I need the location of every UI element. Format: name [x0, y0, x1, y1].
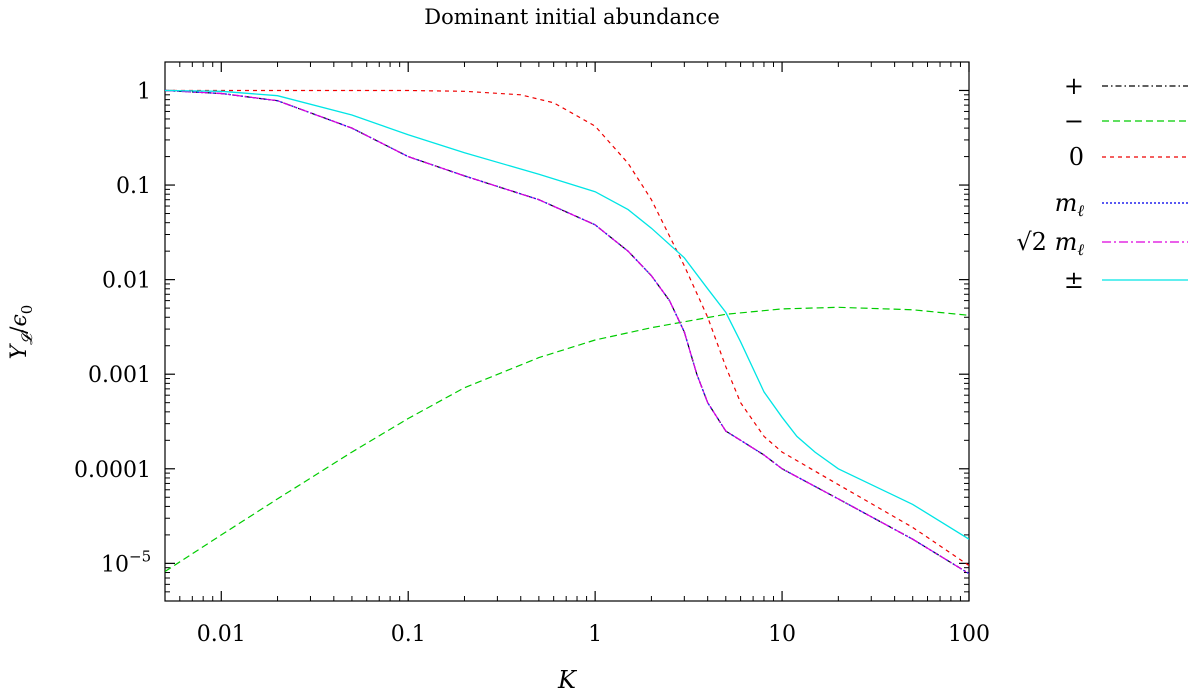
legend: + − 0 mℓ √2 mℓ ± [1016, 72, 1188, 294]
legend-label-zero: 0 [1069, 143, 1084, 171]
series-line-m-ell [165, 89, 969, 575]
y-tick-label: 0.01 [102, 269, 151, 294]
x-tick-label: 1 [588, 622, 602, 647]
legend-label-minus: − [1064, 107, 1084, 135]
y-axis-label: Y𝓛/ϵ0 [7, 305, 36, 360]
legend-label-m-ell: mℓ [1055, 189, 1085, 220]
y-tick-label: 0.001 [88, 363, 151, 388]
series-line-zero [165, 89, 969, 566]
chart-title: Dominant initial abundance [424, 5, 720, 29]
legend-label-plus: + [1064, 72, 1084, 100]
y-tick-label: 10−5 [101, 547, 151, 577]
axis-ticks: 0.01 0.1 1 10 100 1 0.1 0.01 0.001 0.0001 10−5 [74, 62, 990, 647]
x-tick-label: 10 [768, 622, 796, 647]
series-line-plus [165, 89, 969, 575]
y-tick-label: 1 [137, 79, 151, 104]
svg-text:Y𝓛/ϵ0: Y𝓛/ϵ0 [7, 305, 36, 360]
legend-label-sqrt2-m-ell: √2 mℓ [1016, 228, 1084, 259]
series-line-sqrt2-m-ell [165, 89, 969, 575]
x-tick-label: 0.1 [391, 622, 426, 647]
legend-label-plus-minus: ± [1064, 266, 1084, 294]
y-tick-label: 0.1 [116, 174, 151, 199]
plot-series [165, 89, 969, 575]
x-tick-label: 100 [948, 622, 990, 647]
x-axis-label: K [557, 666, 578, 694]
plot-frame [164, 61, 970, 602]
series-line-plus-minus [165, 89, 969, 540]
series-line-minus [165, 306, 969, 573]
x-tick-label: 0.01 [197, 622, 246, 647]
y-tick-label: 0.0001 [74, 458, 151, 483]
